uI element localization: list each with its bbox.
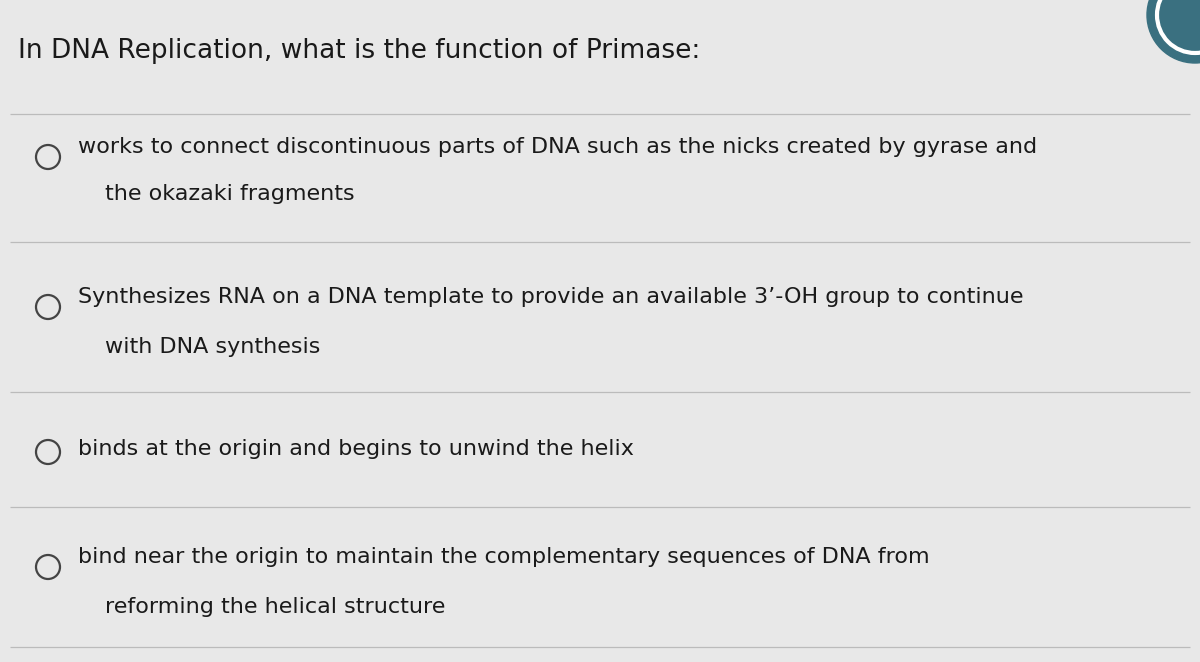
Text: the okazaki fragments: the okazaki fragments	[106, 184, 355, 204]
Text: Synthesizes RNA on a DNA template to provide an available 3’-OH group to continu: Synthesizes RNA on a DNA template to pro…	[78, 287, 1024, 307]
Circle shape	[1147, 0, 1200, 63]
Text: reforming the helical structure: reforming the helical structure	[106, 597, 445, 617]
Text: with DNA synthesis: with DNA synthesis	[106, 337, 320, 357]
Text: In DNA Replication, what is the function of Primase:: In DNA Replication, what is the function…	[18, 38, 701, 64]
Text: binds at the origin and begins to unwind the helix: binds at the origin and begins to unwind…	[78, 439, 634, 459]
Text: works to connect discontinuous parts of DNA such as the nicks created by gyrase : works to connect discontinuous parts of …	[78, 137, 1037, 157]
Text: bind near the origin to maintain the complementary sequences of DNA from: bind near the origin to maintain the com…	[78, 547, 930, 567]
